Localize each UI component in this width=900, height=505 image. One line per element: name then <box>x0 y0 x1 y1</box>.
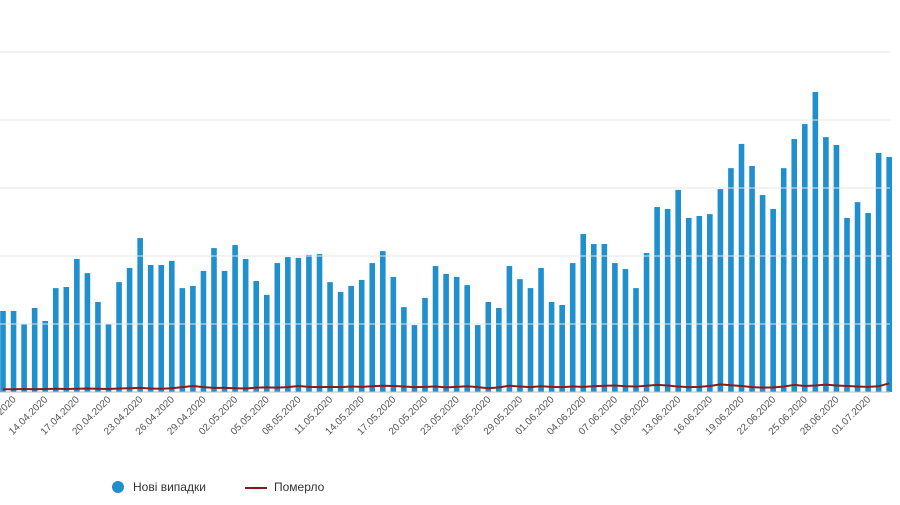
bar <box>654 207 660 392</box>
bar <box>453 276 460 392</box>
bar <box>844 217 850 392</box>
bar <box>10 310 17 392</box>
bar <box>875 152 882 392</box>
bar <box>263 294 270 392</box>
bar <box>169 260 175 392</box>
bar <box>21 324 27 392</box>
legend-label: Нові випадки <box>133 480 206 494</box>
bar <box>569 263 576 392</box>
bar <box>548 301 555 392</box>
bar <box>158 264 165 392</box>
bar <box>390 276 397 392</box>
bar <box>685 217 692 392</box>
bar <box>422 297 428 392</box>
bar <box>295 257 302 392</box>
line <box>3 382 890 391</box>
legend-marker <box>112 481 124 493</box>
bar <box>337 291 344 392</box>
bar <box>770 208 776 392</box>
bar <box>432 266 439 392</box>
bar <box>591 244 597 392</box>
bar <box>221 270 228 392</box>
bar <box>643 253 650 392</box>
bar <box>517 279 523 392</box>
bar <box>496 307 502 392</box>
bar <box>728 168 734 392</box>
bar <box>190 285 196 392</box>
bar <box>401 307 407 392</box>
bar <box>316 254 323 392</box>
bar <box>147 264 154 392</box>
bar <box>780 168 787 392</box>
bar <box>886 156 892 392</box>
bar <box>105 324 112 392</box>
bar <box>664 208 671 392</box>
bar <box>411 325 418 392</box>
bar <box>707 214 713 392</box>
bar <box>380 251 386 392</box>
bar <box>854 202 861 392</box>
bar <box>812 91 819 392</box>
bar <box>696 216 703 392</box>
bar <box>285 257 291 392</box>
bar <box>274 263 281 392</box>
bar <box>559 304 565 392</box>
bar <box>306 254 312 392</box>
bar <box>823 137 829 392</box>
bar <box>0 310 6 392</box>
bar <box>759 195 766 392</box>
legend-label: Померло <box>274 480 325 494</box>
bar <box>802 124 808 392</box>
bar <box>253 281 259 392</box>
bar <box>348 285 354 392</box>
bar <box>612 263 618 392</box>
bar <box>242 258 249 392</box>
bar <box>738 143 745 392</box>
bar <box>717 189 724 392</box>
bar <box>200 270 207 392</box>
bar <box>675 189 681 392</box>
bar <box>211 248 217 392</box>
bar <box>833 145 840 392</box>
bar <box>601 244 608 392</box>
bar <box>633 288 639 392</box>
bar <box>622 269 629 392</box>
bar <box>580 233 587 392</box>
bar <box>506 266 513 392</box>
bar <box>865 213 871 392</box>
bar <box>95 301 101 392</box>
bar <box>126 267 133 392</box>
bar <box>485 301 492 392</box>
bar <box>443 273 449 392</box>
bar <box>527 288 534 392</box>
bar <box>31 307 38 392</box>
bar <box>179 288 186 392</box>
bar <box>369 263 376 392</box>
bar <box>116 282 122 392</box>
bar <box>358 279 365 392</box>
bar <box>84 273 91 392</box>
bar <box>42 321 48 392</box>
bar <box>474 325 481 392</box>
bar <box>464 285 470 392</box>
bar <box>749 165 755 392</box>
bar <box>327 282 333 392</box>
bar <box>63 287 70 392</box>
bar <box>74 258 80 392</box>
bar <box>791 139 798 392</box>
bar <box>538 267 544 392</box>
bar <box>137 238 143 392</box>
bar <box>232 245 238 392</box>
bar <box>52 288 59 392</box>
